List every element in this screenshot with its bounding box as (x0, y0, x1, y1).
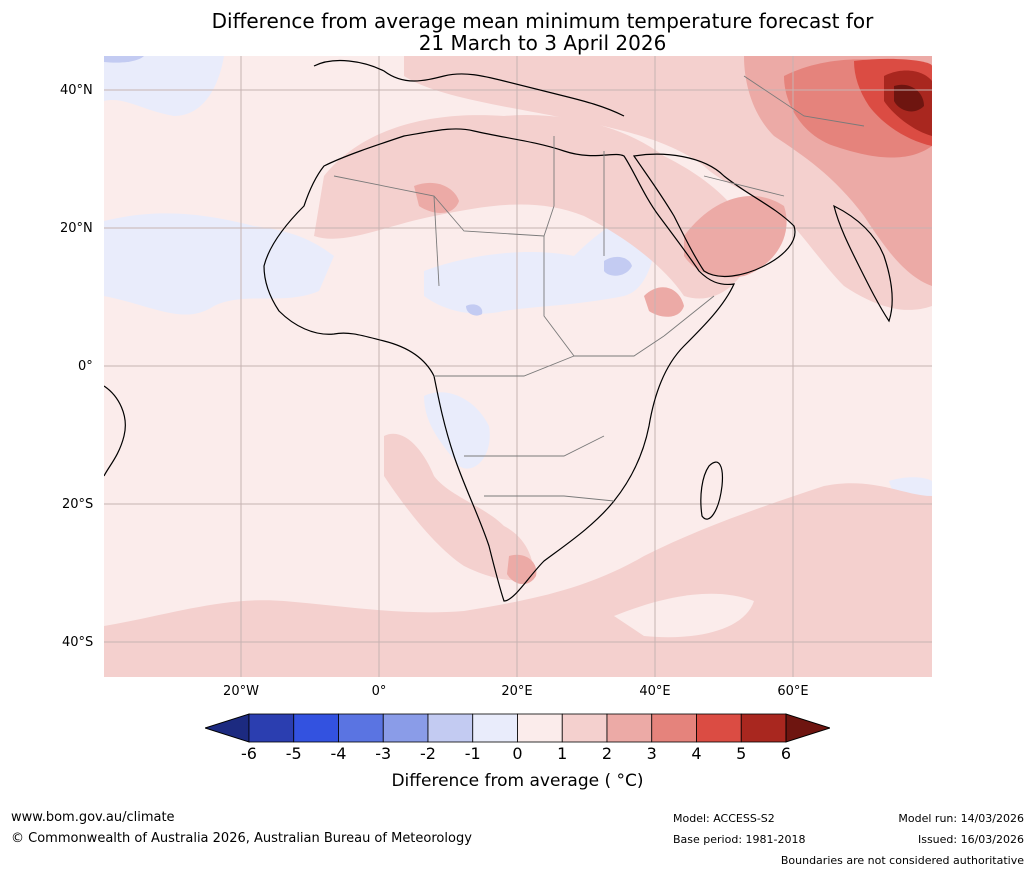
colorbar-segment (472, 713, 518, 743)
colorbar-segment (427, 713, 474, 743)
title-line-2: 21 March to 3 April 2026 (418, 31, 667, 55)
colorbar-tick-label: 3 (646, 744, 657, 763)
anomaly-warm-south-africa (507, 554, 537, 585)
map-title: Difference from average mean minimum tem… (0, 10, 1035, 54)
lon-label-40e: 40°E (639, 684, 671, 699)
colorbar-segment (338, 713, 384, 743)
footer-base-period: Base period: 1981-2018 (673, 833, 806, 846)
colorbar-tick-label: -1 (464, 744, 481, 763)
title-line-1: Difference from average mean minimum tem… (211, 9, 874, 33)
anomaly-cool-north-atlantic-strong (104, 56, 144, 63)
europe-coastline (313, 60, 625, 117)
colorbar-tick-label: 5 (736, 744, 747, 763)
colorbar-segment (651, 713, 697, 743)
anomaly-warm-north-africa (314, 115, 754, 299)
africa-coastline (263, 128, 735, 602)
anomaly-cool-sudan (604, 256, 632, 276)
lat-label-40s: 40°S (62, 635, 94, 650)
lon-label-20w: 20°W (223, 684, 259, 699)
colorbar-tick-label: 2 (601, 744, 613, 763)
lon-label-20e: 20°E (501, 684, 533, 699)
colorbar-tick-label: 1 (557, 744, 568, 763)
arabia-coastline (632, 153, 796, 277)
anomaly-mild-southern-ocean (614, 593, 754, 638)
anomaly-cool-north-atlantic (104, 56, 224, 116)
country-boundaries (333, 75, 865, 502)
lat-label-20n: 20°N (60, 221, 93, 236)
lon-label-0: 0° (371, 684, 387, 699)
madagascar-coastline (700, 461, 724, 520)
south-america-coastline (104, 385, 126, 477)
anomaly-cool-angola (424, 392, 490, 469)
anomaly-cool-cameroon (466, 304, 483, 316)
lon-label-60e: 60°E (777, 684, 809, 699)
anomaly-warm-algeria (414, 182, 459, 213)
anomaly-cool-sahel (424, 217, 659, 314)
colorbar-segment (248, 713, 295, 743)
colorbar-extend-low (205, 713, 250, 743)
lat-label-20s: 20°S (62, 497, 94, 512)
lat-label-40n: 40°N (60, 83, 93, 98)
anomaly-warm-tibet-core (894, 84, 924, 112)
colorbar-segment (293, 713, 339, 743)
lat-label-0: 0° (78, 359, 93, 374)
colorbar-segment (561, 713, 608, 743)
colorbar-tick-label: 4 (691, 744, 702, 763)
india-coastline (833, 204, 893, 323)
colorbar-label: Difference from average ( °C) (391, 771, 644, 791)
colorbar-segment (382, 713, 429, 743)
colorbar-tick-label: -3 (375, 744, 392, 763)
footer-website[interactable]: www.bom.gov.au/climate (11, 810, 175, 825)
footer-model: Model: ACCESS-S2 (673, 812, 775, 825)
colorbar-tick-label: -4 (330, 744, 347, 763)
colorbar-segment (517, 713, 563, 743)
colorbar (205, 713, 830, 743)
forecast-map (104, 56, 932, 677)
footer-copyright: © Commonwealth of Australia 2026, Austra… (11, 831, 472, 846)
map-canvas (104, 56, 932, 677)
colorbar-segment (606, 713, 653, 743)
anomaly-warm-ethiopia (644, 287, 684, 317)
footer-model-run: Model run: 14/03/2026 (898, 812, 1024, 825)
colorbar-tick-label: -6 (241, 744, 257, 763)
anomaly-warm-sw-africa (384, 433, 534, 581)
colorbar-segment (740, 713, 787, 743)
colorbar-tick-label: -2 (420, 744, 436, 763)
footer-issued: Issued: 16/03/2026 (917, 833, 1024, 846)
graticule (104, 56, 932, 677)
colorbar-extend-high (785, 713, 830, 743)
anomaly-warm-southern-ocean (104, 483, 932, 677)
colorbar-tick-label: 0 (512, 744, 523, 763)
colorbar-segment (696, 713, 742, 743)
anomaly-warm-arabia (684, 196, 787, 278)
colorbar-tick-label: -5 (285, 744, 302, 763)
footer-disclaimer: Boundaries are not considered authoritat… (780, 854, 1024, 867)
colorbar-tick-label: 6 (780, 744, 792, 763)
